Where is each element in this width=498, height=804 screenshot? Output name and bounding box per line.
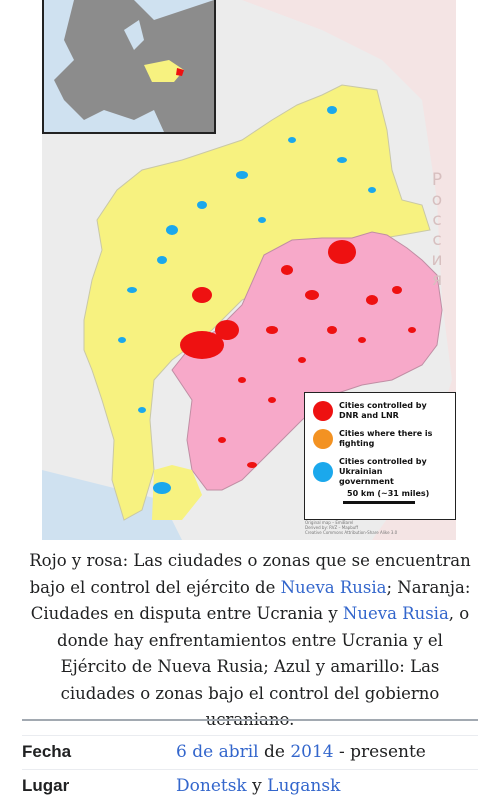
caption-text: ; Naranja: Ciudades en disputa entre Ucr… [30, 577, 471, 624]
inset-locator-map [42, 0, 216, 134]
legend-item-fighting: Cities where there is fighting [313, 429, 439, 449]
lugar-connector: y [246, 776, 268, 796]
lugar-label: Lugar [22, 776, 70, 795]
link-2014[interactable]: 2014 [290, 742, 334, 762]
infobox-row-fecha: Fecha 6 de abril de 2014 - presente [22, 735, 478, 770]
legend-item-ukrainian: Cities controlled by Ukrainian governmen… [313, 457, 439, 487]
map-caption: Rojo y rosa: Las ciudades o zonas que se… [22, 548, 478, 734]
link-lugansk[interactable]: Lugansk [267, 776, 341, 796]
fecha-value: 6 de abril de 2014 - presente [176, 742, 426, 762]
lugar-value: Donetsk y Lugansk [176, 776, 340, 796]
orange-dot-icon [313, 429, 333, 449]
fecha-connector: de [258, 742, 291, 762]
map-legend: Cities controlled by DNR and LNR Cities … [304, 392, 456, 520]
mariupol-area [152, 465, 202, 520]
dnr-lnr-cities [180, 240, 416, 468]
credit-line: Original map – EmiBarel [305, 520, 354, 525]
red-dot-icon [313, 401, 333, 421]
link-donetsk[interactable]: Donetsk [176, 776, 247, 796]
credit-line: Derived by: RVZ – Mapbuff [305, 525, 359, 530]
infobox-row-lugar: Lugar Donetsk y Lugansk [22, 769, 478, 804]
scale-label: 50 km (~31 miles) [347, 489, 430, 498]
credit-line: Creative Commons Attribution-Share Alike… [305, 530, 398, 535]
link-nueva-rusia[interactable]: Nueva Rusia [342, 604, 449, 623]
caption-text: , o donde hay enfrentamientos entre Ucra… [57, 604, 470, 729]
link-nueva-rusia[interactable]: Nueva Rusia [280, 577, 387, 597]
infobox-divider [22, 719, 478, 721]
legend-label: Cities controlled by Ukrainian governmen… [339, 457, 427, 486]
scale-bar [343, 501, 415, 504]
fecha-rest: - presente [333, 742, 426, 762]
azov-sea [42, 470, 182, 540]
blue-dot-icon [313, 462, 333, 482]
legend-item-dnr-lnr: Cities controlled by DNR and LNR [313, 401, 439, 421]
inset-svg [44, 0, 214, 132]
ukrainian-cities [118, 106, 376, 494]
caption-text: Rojo y rosa: Las ciudades o zonas que se… [29, 551, 471, 597]
fecha-label: Fecha [22, 742, 72, 761]
map-credit: Original map – EmiBarel Derived by: RVZ … [305, 520, 455, 535]
legend-label: Cities controlled by DNR and LNR [339, 401, 427, 420]
legend-label: Cities where there is fighting [339, 429, 433, 448]
link-6-de-abril[interactable]: 6 de abril [176, 742, 259, 762]
